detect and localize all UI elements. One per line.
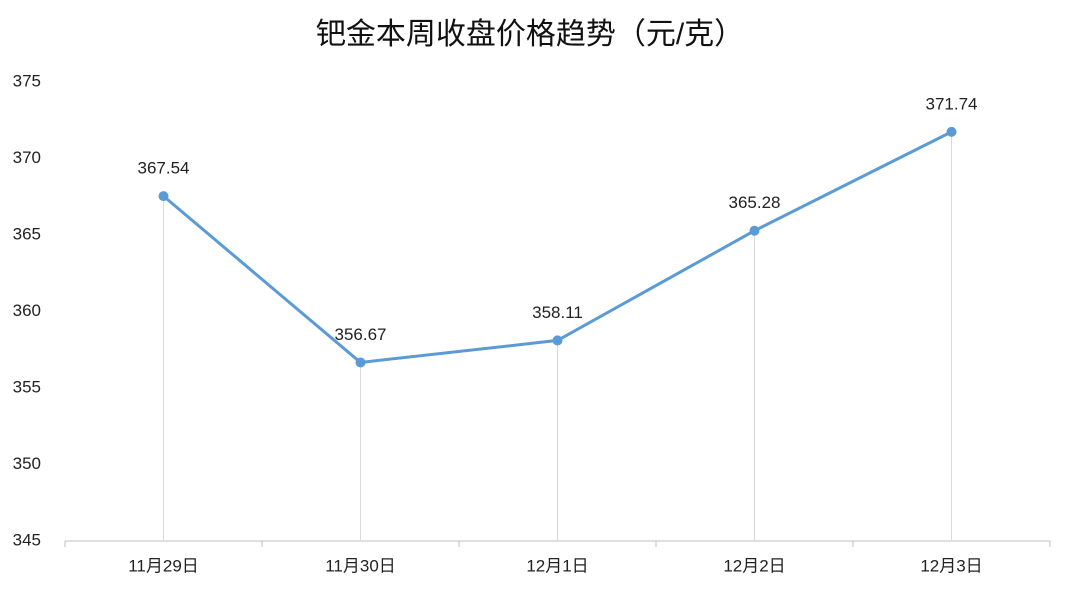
data-point [749, 225, 760, 236]
x-tick-label: 12月1日 [526, 556, 588, 575]
y-tick-label: 370 [13, 148, 41, 167]
data-label: 358.11 [532, 303, 583, 322]
x-tick-label: 11月30日 [325, 556, 396, 575]
y-tick-label: 375 [13, 71, 41, 90]
chart-title: 钯金本周收盘价格趋势（元/克） [316, 18, 744, 51]
data-point [158, 191, 169, 202]
data-point [552, 335, 563, 346]
data-point [946, 126, 957, 137]
y-tick-label: 350 [13, 454, 41, 473]
data-label: 371.74 [926, 94, 978, 113]
y-tick-label: 360 [13, 301, 41, 320]
y-tick-label: 365 [13, 224, 41, 243]
y-tick-label: 355 [13, 377, 41, 396]
data-point [355, 357, 366, 368]
data-label: 365.28 [729, 193, 781, 212]
x-tick-label: 12月2日 [723, 556, 785, 575]
data-line [162, 130, 953, 364]
x-tick-label: 11月29日 [128, 556, 199, 575]
x-tick-label: 12月3日 [920, 556, 982, 575]
data-label: 367.54 [138, 159, 190, 178]
data-label: 356.67 [335, 325, 387, 344]
y-tick-label: 345 [13, 530, 41, 549]
